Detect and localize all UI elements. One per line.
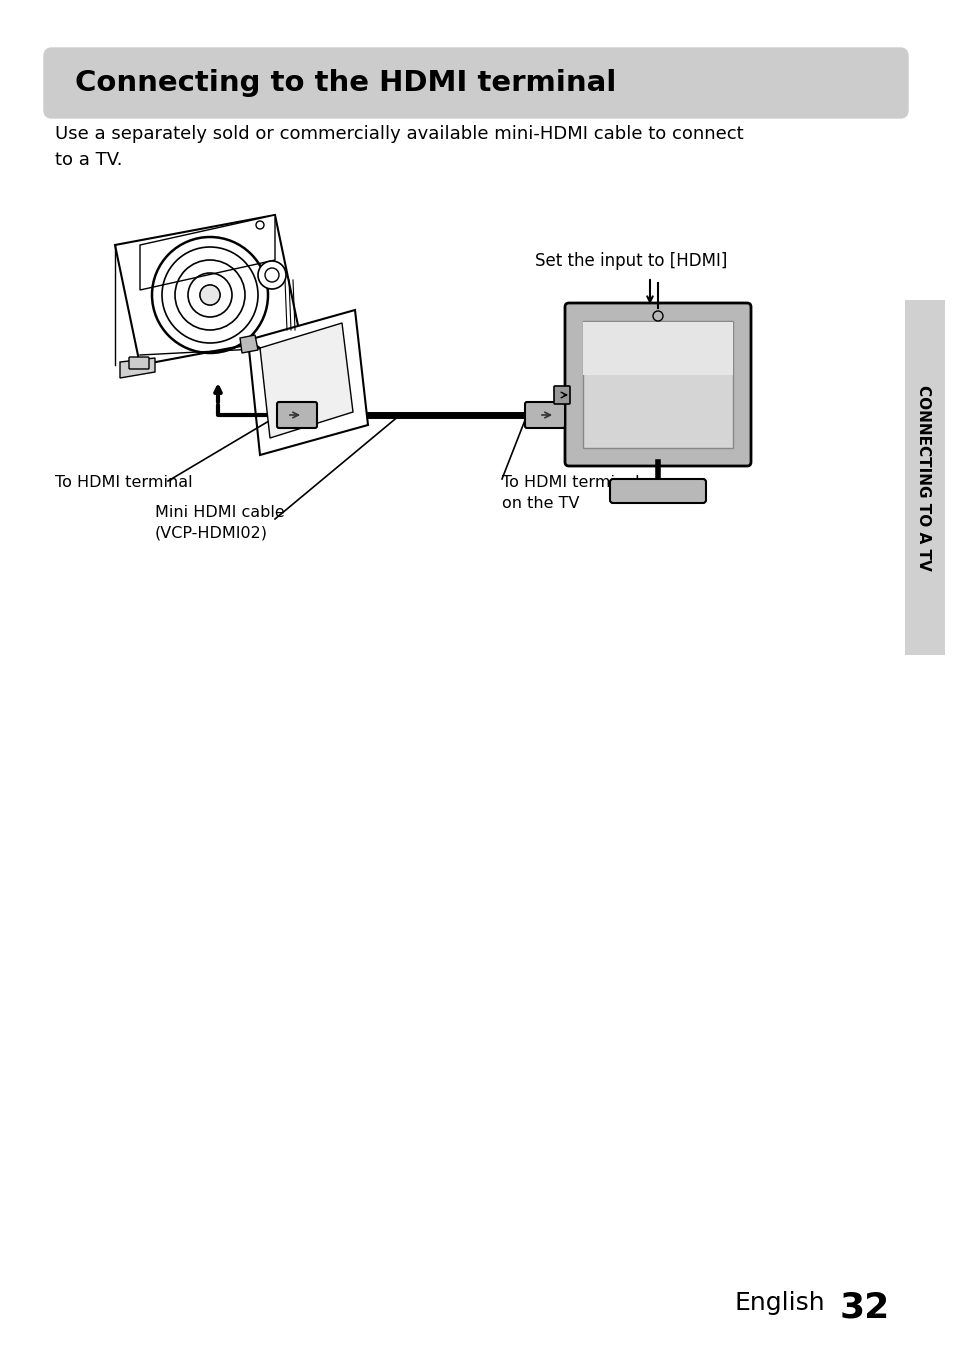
Polygon shape bbox=[248, 309, 368, 455]
Text: To HDMI terminal: To HDMI terminal bbox=[55, 475, 193, 490]
Polygon shape bbox=[140, 215, 274, 291]
Text: CONNECTING TO A TV: CONNECTING TO A TV bbox=[916, 385, 930, 570]
Circle shape bbox=[255, 221, 264, 229]
Polygon shape bbox=[260, 323, 353, 438]
FancyBboxPatch shape bbox=[564, 303, 750, 465]
FancyBboxPatch shape bbox=[524, 402, 564, 428]
FancyBboxPatch shape bbox=[904, 300, 944, 655]
Circle shape bbox=[257, 261, 286, 289]
FancyBboxPatch shape bbox=[899, 295, 947, 660]
FancyBboxPatch shape bbox=[554, 386, 569, 404]
FancyBboxPatch shape bbox=[276, 402, 316, 428]
Circle shape bbox=[200, 285, 220, 305]
Polygon shape bbox=[120, 358, 154, 378]
Text: Connecting to the HDMI terminal: Connecting to the HDMI terminal bbox=[75, 69, 616, 97]
Text: Use a separately sold or commercially available mini-HDMI cable to connect
to a : Use a separately sold or commercially av… bbox=[55, 125, 742, 169]
Text: 32: 32 bbox=[840, 1290, 889, 1323]
Text: Mini HDMI cable
(VCP-HDMI02): Mini HDMI cable (VCP-HDMI02) bbox=[154, 504, 284, 541]
FancyBboxPatch shape bbox=[609, 479, 705, 503]
Text: English: English bbox=[734, 1291, 824, 1315]
Polygon shape bbox=[115, 215, 299, 364]
Polygon shape bbox=[240, 335, 257, 352]
Text: Set the input to [HDMI]: Set the input to [HDMI] bbox=[535, 252, 726, 270]
FancyBboxPatch shape bbox=[582, 321, 732, 448]
Circle shape bbox=[652, 311, 662, 321]
FancyBboxPatch shape bbox=[129, 356, 149, 369]
FancyBboxPatch shape bbox=[582, 321, 732, 375]
Text: To HDMI terminal
on the TV: To HDMI terminal on the TV bbox=[501, 475, 639, 511]
FancyBboxPatch shape bbox=[44, 48, 907, 118]
